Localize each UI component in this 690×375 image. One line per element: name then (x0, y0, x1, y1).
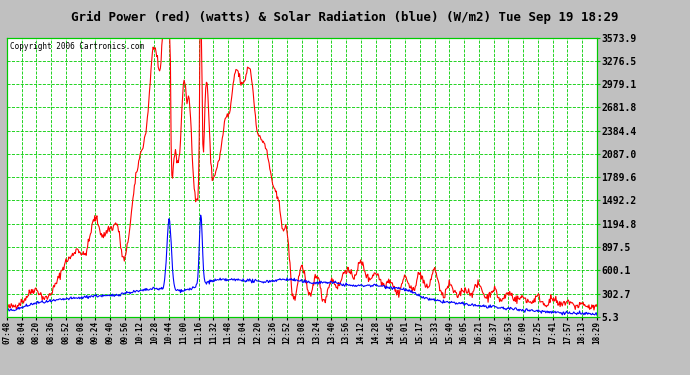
Text: Copyright 2006 Cartronics.com: Copyright 2006 Cartronics.com (10, 42, 144, 51)
Text: Grid Power (red) (watts) & Solar Radiation (blue) (W/m2) Tue Sep 19 18:29: Grid Power (red) (watts) & Solar Radiati… (71, 11, 619, 24)
